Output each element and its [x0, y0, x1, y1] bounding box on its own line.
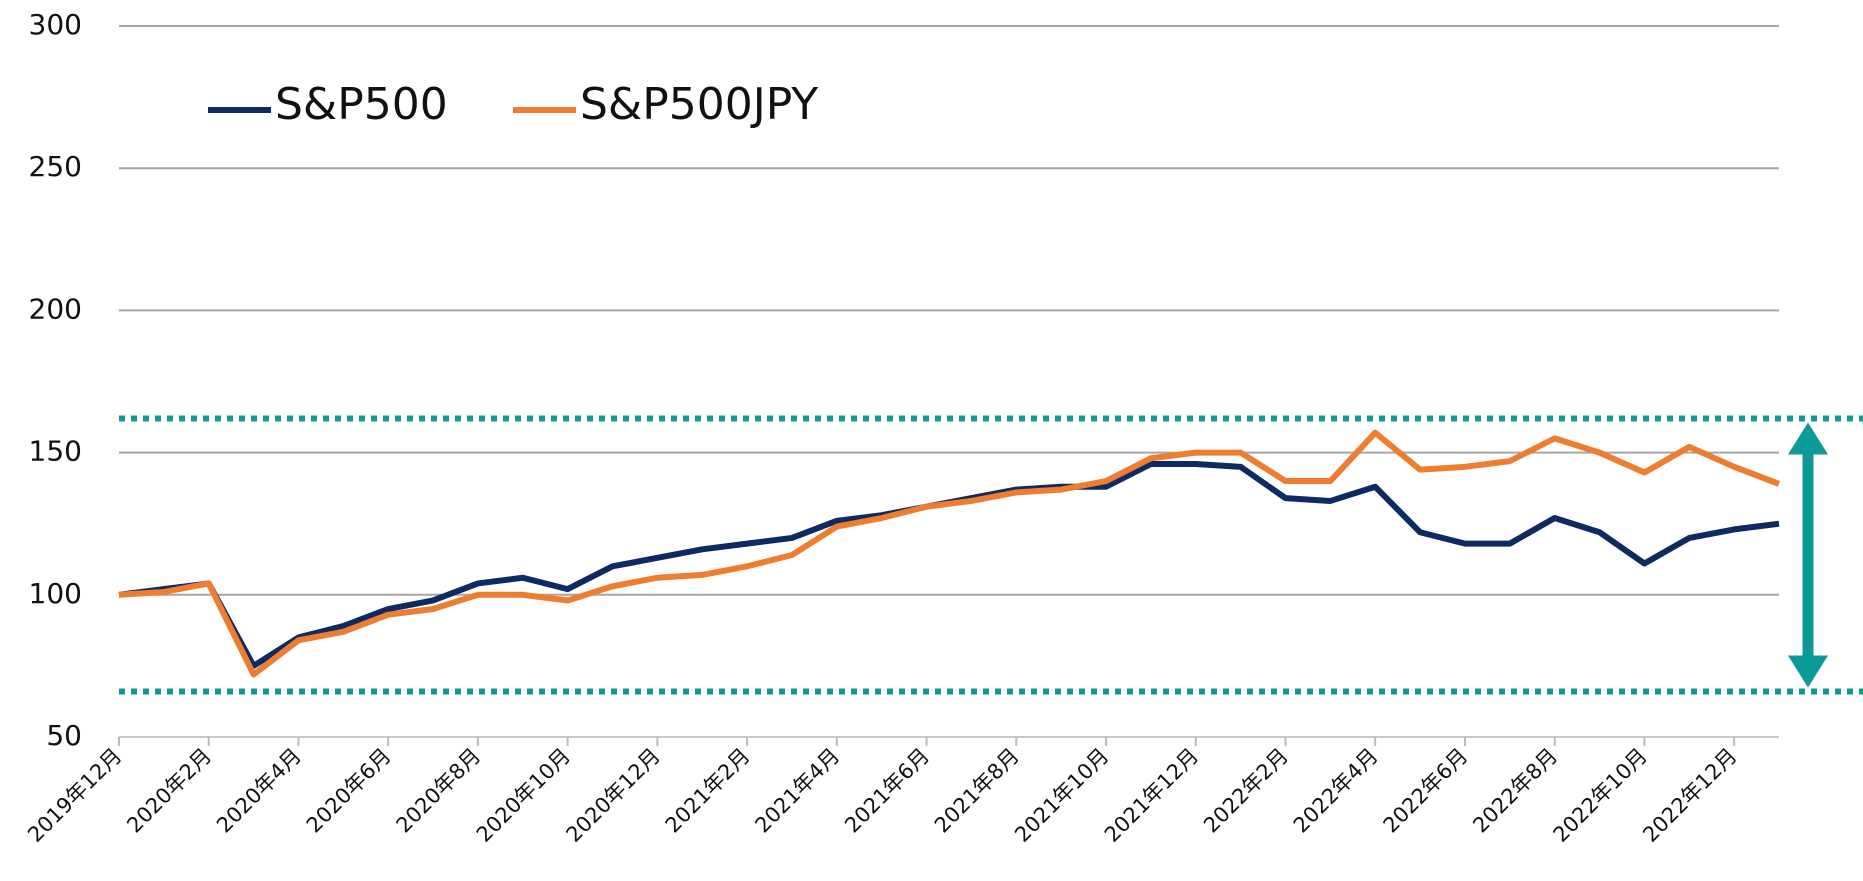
series-line: [118, 460, 1780, 669]
x-tick-label: 2022年6月: [1379, 744, 1473, 838]
y-tick-label: 150: [29, 435, 82, 468]
range-arrow-head: [1788, 655, 1828, 688]
x-tick-label: 2021年10月: [1010, 744, 1113, 847]
x-tick-label: 2022年8月: [1468, 744, 1562, 838]
legend-label: S&P500JPY: [580, 79, 818, 130]
x-tick-label: 2021年4月: [750, 744, 844, 838]
x-tick-label: 2020年12月: [562, 744, 665, 847]
y-tick-label: 100: [29, 577, 82, 610]
legend-label: S&P500: [275, 79, 448, 130]
x-tick-label: 2021年12月: [1100, 744, 1203, 847]
x-tick-label: 2020年8月: [392, 744, 486, 838]
x-tick-label: 2021年2月: [661, 744, 755, 838]
y-tick-label: 200: [29, 292, 82, 325]
x-tick-label: 2022年10月: [1549, 744, 1652, 847]
x-tick-label: 2019年12月: [23, 744, 126, 847]
x-tick-label: 2020年4月: [212, 744, 306, 838]
range-arrow-head: [1788, 422, 1828, 455]
x-tick-label: 2022年4月: [1289, 744, 1383, 838]
x-tick-label: 2020年2月: [122, 744, 216, 838]
x-tick-label: 2021年8月: [930, 744, 1024, 838]
series-line: [118, 429, 1781, 678]
y-tick-label: 300: [29, 8, 82, 41]
y-tick-label: 50: [46, 719, 82, 752]
x-tick-label: 2022年2月: [1199, 744, 1293, 838]
x-tick-label: 2020年10月: [472, 744, 575, 847]
x-tick-label: 2022年12月: [1638, 744, 1741, 847]
y-tick-label: 250: [29, 150, 82, 183]
x-tick-label: 2020年6月: [302, 744, 396, 838]
x-tick-label: 2021年6月: [840, 744, 934, 838]
